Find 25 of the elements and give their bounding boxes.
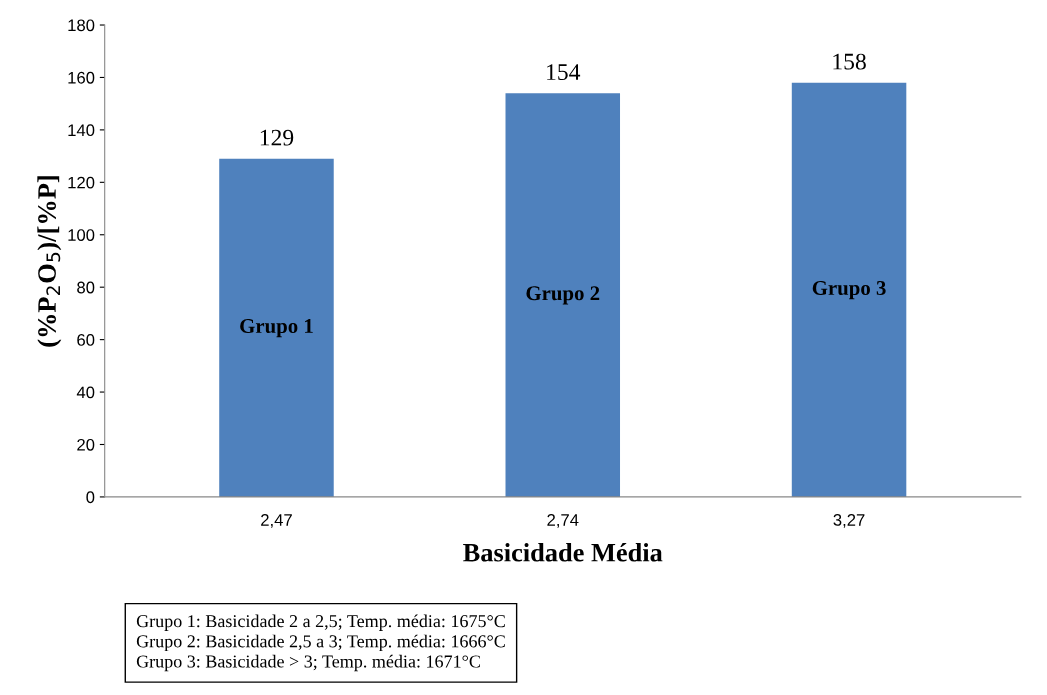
text: Grupo 1: Basicidade 2 a 2,5; Temp. média: 1675°C Grupo 2: Basicidade 2,5 a 3; Temp. média: 1666°C Grupo 3: Basicidade > 3; Temp. média: 1671°C xyxy=(136,614,505,672)
data-label: 129 xyxy=(260,129,294,146)
y-tick-label: 20 xyxy=(77,438,95,451)
annotation: Grupo 3 xyxy=(812,281,886,300)
bar xyxy=(791,82,907,497)
data-label: 154 xyxy=(547,64,581,81)
y-tick-label: 0 xyxy=(86,491,95,504)
y-tick-label: 180 xyxy=(68,19,95,32)
bar xyxy=(505,93,621,497)
bar xyxy=(219,158,334,497)
x-tick-label: 2,47 xyxy=(261,514,292,528)
x-axis-title: Basicidade Média xyxy=(463,542,663,562)
y-tick-label: 100 xyxy=(68,229,95,241)
x-tick-label: 2,74 xyxy=(547,514,579,528)
y-tick-label: 60 xyxy=(77,334,95,346)
annotation: Grupo 2 xyxy=(526,286,600,305)
annotation: Grupo 1 xyxy=(240,319,313,338)
y-tick-label: 120 xyxy=(68,176,95,189)
y-axis-title: (%P$_{2}$O$_{5}$)/[%P] xyxy=(37,176,62,347)
data-label: 158 xyxy=(833,53,866,70)
y-tick-label: 140 xyxy=(68,124,95,137)
y-tick-label: 40 xyxy=(76,386,95,399)
y-tick-label: 160 xyxy=(68,71,95,84)
y-tick-label: 80 xyxy=(77,281,95,294)
x-tick-label: 3,27 xyxy=(833,514,865,528)
